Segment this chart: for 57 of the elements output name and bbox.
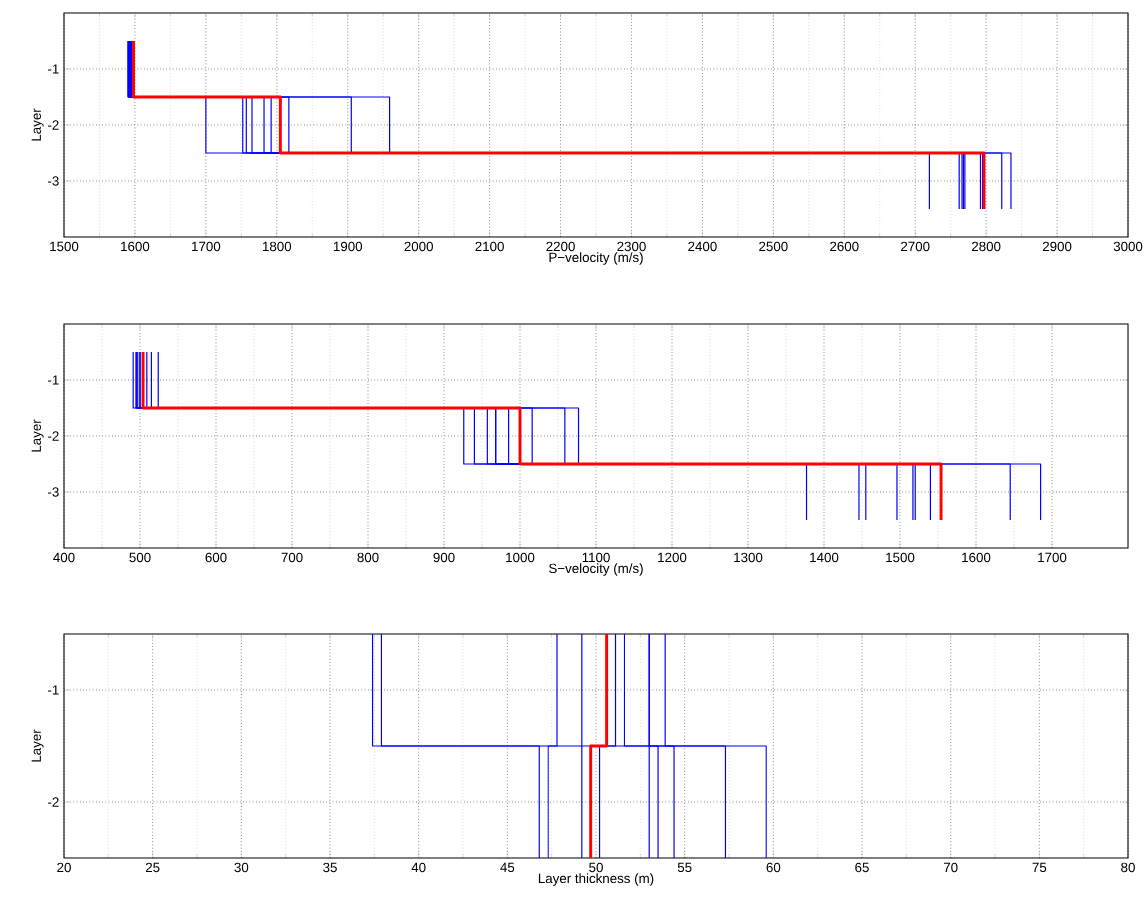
x-tick-label: 2200 xyxy=(546,241,575,252)
x-tick-label: 2300 xyxy=(617,241,646,252)
y-tick-label: -1 xyxy=(48,685,59,695)
x-tick-label: 2500 xyxy=(759,241,788,252)
x-tick-label: 25 xyxy=(145,862,160,873)
x-tick-label: 50 xyxy=(589,862,603,873)
x-tick-label: 35 xyxy=(323,862,337,873)
x-tick-label: 60 xyxy=(766,862,781,873)
x-tick-label: 1300 xyxy=(734,552,763,563)
x-tick-label: 80 xyxy=(1121,862,1135,873)
x-tick-label: 600 xyxy=(205,552,227,563)
y-tick-label: -1 xyxy=(48,375,59,385)
y-tick-label: -2 xyxy=(48,120,59,130)
y-tick-label: -2 xyxy=(48,797,59,807)
x-tick-label: 1700 xyxy=(1038,552,1067,563)
x-tick-label: 2700 xyxy=(901,241,930,252)
x-tick-label: 70 xyxy=(943,862,958,873)
x-tick-label: 500 xyxy=(129,552,151,563)
x-tick-label: 1100 xyxy=(582,552,610,563)
x-tick-label: 1600 xyxy=(962,552,991,563)
x-tick-label: 1700 xyxy=(192,241,221,252)
x-tick-label: 1000 xyxy=(506,552,535,563)
x-tick-label: 2400 xyxy=(688,241,717,252)
x-tick-label: 30 xyxy=(234,862,249,873)
x-tick-label: 1800 xyxy=(263,241,292,252)
x-tick-label: 400 xyxy=(53,552,75,563)
x-tick-label: 55 xyxy=(677,862,692,873)
y-tick-label: -1 xyxy=(48,64,59,74)
x-tick-label: 1400 xyxy=(810,552,839,563)
y-tick-label: -3 xyxy=(48,176,59,186)
x-tick-label: 1900 xyxy=(333,241,363,252)
x-tick-label: 2800 xyxy=(971,241,1001,252)
x-tick-label: 1200 xyxy=(658,552,687,563)
x-axis-title: S−velocity (m/s) xyxy=(549,563,643,576)
x-tick-label: 2100 xyxy=(475,241,504,252)
y-tick-label: -2 xyxy=(48,431,59,441)
x-tick-label: 2000 xyxy=(404,241,433,252)
y-axis-title: Layer xyxy=(31,419,44,452)
x-tick-label: 75 xyxy=(1032,862,1047,873)
x-tick-label: 45 xyxy=(500,862,515,873)
x-tick-label: 40 xyxy=(411,862,426,873)
x-tick-label: 2900 xyxy=(1042,241,1072,252)
x-tick-label: 2600 xyxy=(830,241,859,252)
x-tick-label: 1500 xyxy=(50,241,79,252)
y-axis-title: Layer xyxy=(31,729,44,762)
x-tick-label: 800 xyxy=(357,552,379,563)
x-tick-label: 900 xyxy=(433,552,455,563)
y-tick-label: -3 xyxy=(48,487,59,497)
x-tick-label: 65 xyxy=(855,862,869,873)
x-tick-label: 700 xyxy=(281,552,303,563)
x-tick-label: 3000 xyxy=(1113,241,1143,252)
x-axis-title: P−velocity (m/s) xyxy=(549,252,643,265)
x-tick-label: 1500 xyxy=(886,552,915,563)
x-tick-label: 20 xyxy=(57,862,71,873)
y-axis-title: Layer xyxy=(31,108,44,141)
x-tick-label: 1600 xyxy=(121,241,150,252)
x-axis-title: Layer thickness (m) xyxy=(538,873,654,886)
